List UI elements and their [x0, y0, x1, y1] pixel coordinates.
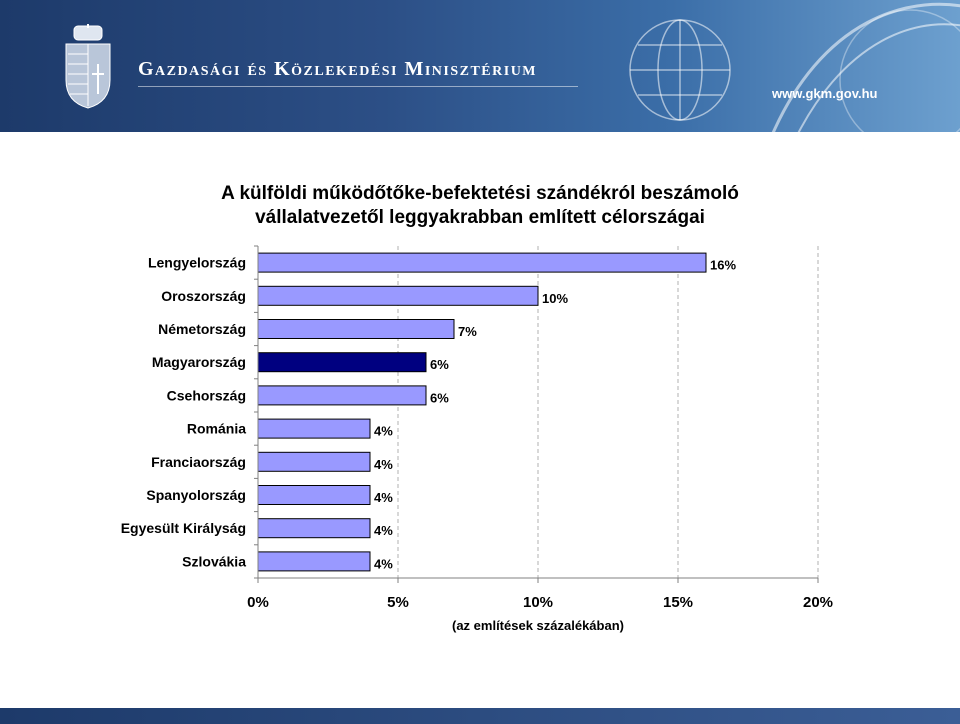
data-label: 16%	[710, 258, 736, 273]
data-label: 6%	[430, 390, 449, 405]
bar	[257, 352, 427, 373]
data-label: 4%	[374, 424, 393, 439]
category-label: Spanyolország	[146, 487, 246, 503]
data-label: 4%	[374, 457, 393, 472]
category-label: Németország	[158, 321, 246, 337]
category-label: Egyesült Királyság	[121, 520, 246, 536]
bar	[257, 385, 427, 406]
x-tick-label: 5%	[387, 594, 409, 611]
x-tick-label: 10%	[523, 594, 553, 611]
header-divider	[138, 86, 578, 87]
chart-title-line-1: A külföldi működőtőke-befektetési szándé…	[221, 183, 739, 204]
globe-icon	[629, 2, 960, 132]
category-label: Szlovákia	[182, 553, 246, 569]
footer-bar	[0, 708, 960, 724]
bar	[257, 485, 371, 505]
website-url: www.gkm.gov.hu	[772, 86, 878, 101]
data-label: 6%	[430, 357, 449, 372]
x-axis-label: (az említések százalékában)	[452, 618, 624, 633]
bar	[257, 252, 707, 273]
category-label: Románia	[187, 421, 246, 437]
x-tick-label: 0%	[247, 594, 269, 611]
bar	[257, 551, 371, 572]
bar	[257, 418, 371, 439]
data-label: 4%	[374, 523, 393, 538]
data-label: 7%	[458, 324, 477, 339]
category-label: Lengyelország	[148, 255, 246, 271]
category-label: Magyarország	[152, 354, 246, 370]
bar	[257, 451, 371, 472]
bar	[257, 285, 539, 306]
x-tick-label: 15%	[663, 594, 693, 611]
category-label: Csehország	[167, 387, 246, 403]
chart-title: A külföldi működőtőke-befektetési szándé…	[120, 182, 840, 230]
coat-of-arms-icon	[65, 24, 111, 109]
chart-title-line-2: vállalatvezetől leggyakrabban említett c…	[255, 207, 705, 228]
bar	[257, 319, 455, 339]
category-label: Franciaország	[151, 454, 246, 470]
bar	[257, 518, 371, 539]
data-label: 10%	[542, 291, 568, 306]
category-label: Oroszország	[161, 288, 246, 304]
data-label: 4%	[374, 490, 393, 505]
ministry-name: Gazdasági és Közlekedési Minisztérium	[138, 58, 538, 80]
x-tick-label: 20%	[803, 594, 833, 611]
data-label: 4%	[374, 556, 393, 571]
ministry-header-banner: Gazdasági és Közlekedési Minisztérium ww…	[0, 0, 960, 132]
